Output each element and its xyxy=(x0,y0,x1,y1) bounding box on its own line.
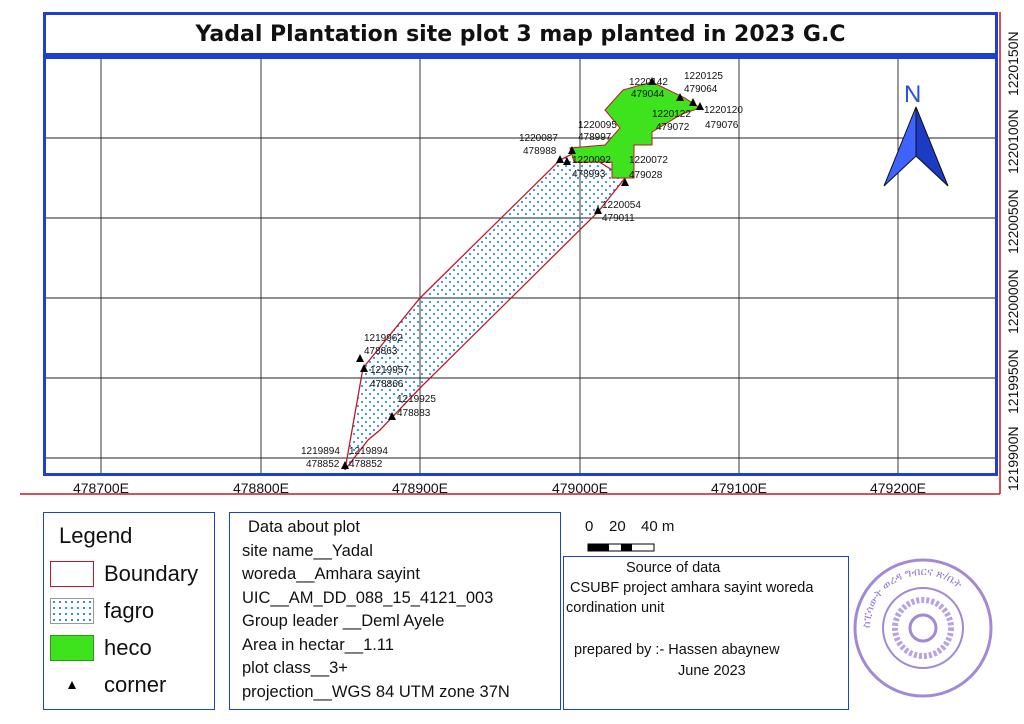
corner-label-n: 1220072 xyxy=(629,155,668,166)
plot-info-line: Data about plot xyxy=(248,518,360,536)
corner-label-n: 1220092 xyxy=(572,155,611,166)
x-tick-label: 479200E xyxy=(870,480,926,496)
corner-label-n: 1219925 xyxy=(397,394,436,405)
north-arrow-icon: N xyxy=(883,81,949,187)
scale-label: 20 xyxy=(609,518,626,535)
plot-info-line: site name__Yadal xyxy=(242,541,373,560)
corner-label-e: 478988 xyxy=(523,146,557,157)
corner-marker xyxy=(568,146,576,154)
prepared-date: June 2023 xyxy=(678,663,746,679)
legend-title: Legend xyxy=(59,523,133,548)
map-title: Yadal Plantation site plot 3 map planted… xyxy=(195,21,846,47)
corner-marker xyxy=(648,77,656,85)
legend: Legend Boundary fagro heco corner xyxy=(43,512,215,710)
corner-label-e: 479064 xyxy=(684,84,718,95)
corner-label-n: 1220142 xyxy=(629,77,668,88)
corner-label-n: 1220054 xyxy=(602,200,641,211)
corner-label-e: 478993 xyxy=(572,169,606,180)
plot-info-line: projection__WGS 84 UTM zone 37N xyxy=(242,682,510,701)
corner-marker xyxy=(388,412,396,420)
corner-marker xyxy=(696,102,704,110)
corner-label-e: 478852 xyxy=(349,459,383,470)
corner-markers xyxy=(341,77,704,469)
corner-swatch xyxy=(50,672,94,698)
corner-label-e: 479072 xyxy=(656,122,690,133)
corner-label-n: 1219894 xyxy=(301,446,340,457)
corner-label-e: 478997 xyxy=(578,132,612,143)
legend-label: Boundary xyxy=(104,561,199,586)
triangle-icon xyxy=(68,681,76,689)
corner-marker xyxy=(594,206,602,214)
corner-label-e: 478883 xyxy=(397,408,431,419)
corner-marker xyxy=(621,178,629,186)
legend-item-fagro: fagro xyxy=(50,597,154,625)
corner-label-n: 1220087 xyxy=(519,133,558,144)
map-frame xyxy=(43,56,998,476)
map-title-box: Yadal Plantation site plot 3 map planted… xyxy=(43,12,998,56)
legend-item-boundary: Boundary xyxy=(50,560,198,588)
source-heading: Source of data xyxy=(626,560,721,576)
fagro-swatch xyxy=(50,598,94,624)
legend-item-corner: corner xyxy=(50,671,166,699)
y-tick-label: 1219900N xyxy=(1005,426,1021,491)
stamp: ስፒሳውት ወረዳ ግብርና ጽ/ቤት xyxy=(853,558,993,698)
north-label: N xyxy=(904,81,921,108)
plot-info-line: woreda__Amhara sayint xyxy=(242,565,420,583)
x-tick-label: 478800E xyxy=(233,480,289,496)
heco-area xyxy=(569,81,702,179)
plot-info-line: UIC__AM_DD_088_15_4121_003 xyxy=(242,588,494,607)
source-line: CSUBF project amhara sayint woreda xyxy=(570,580,814,596)
corner-label-n: 1220125 xyxy=(684,71,723,82)
corner-marker xyxy=(689,98,697,106)
y-tick-label: 1220150N xyxy=(1005,31,1021,96)
source-line: cordination unit xyxy=(566,600,665,616)
map-grid xyxy=(46,59,995,473)
corner-label-n: 1220095 xyxy=(578,120,617,131)
source-box: Source of data CSUBF project amhara sayi… xyxy=(563,556,849,710)
x-tick-label: 479100E xyxy=(711,480,767,496)
corner-label-n: 1219962 xyxy=(364,333,403,344)
y-tick-label: 1219950N xyxy=(1005,349,1021,414)
corner-label-n: 1219957 xyxy=(370,365,409,376)
corner-marker xyxy=(360,364,368,372)
legend-label: fagro xyxy=(104,598,155,623)
corner-label-n: 1219894 xyxy=(349,446,388,457)
scale-bar: 0 20 40 m xyxy=(585,518,674,552)
legend-label: corner xyxy=(104,672,167,697)
corner-marker xyxy=(563,157,571,165)
y-tick-label: 1220050N xyxy=(1005,189,1021,254)
x-tick-label: 479000E xyxy=(552,480,608,496)
corner-marker xyxy=(341,461,349,469)
corner-label-e: 479011 xyxy=(602,213,635,224)
corner-label-n: 1220122 xyxy=(652,109,691,120)
corner-marker xyxy=(676,93,684,101)
corner-label-e: 479076 xyxy=(705,120,739,131)
scale-label: 40 m xyxy=(641,518,674,535)
boundary-swatch xyxy=(50,561,94,587)
corner-label-e: 479028 xyxy=(629,170,663,181)
plot-info-box: Data about plot site name__Yadal woreda_… xyxy=(229,512,561,710)
corner-label-e: 478866 xyxy=(370,379,404,390)
plot-info-line: plot class__3+ xyxy=(242,659,348,677)
legend-item-heco: heco xyxy=(50,634,152,662)
x-tick-label: 478900E xyxy=(392,480,448,496)
map-canvas: 1220142 479044 1220125 479064 1220120 47… xyxy=(20,12,1021,496)
y-tick-label: 1220000N xyxy=(1005,269,1021,334)
corner-marker xyxy=(356,354,364,362)
y-tick-label: 1220100N xyxy=(1005,109,1021,174)
corner-label-e: 478852 xyxy=(306,459,340,470)
scale-label: 0 xyxy=(585,518,593,535)
prepared-by: prepared by :- Hassen abaynew xyxy=(574,642,780,658)
heco-swatch xyxy=(50,635,94,661)
corner-label-e: 479044 xyxy=(631,89,665,100)
x-tick-label: 478700E xyxy=(73,480,129,496)
legend-label: heco xyxy=(104,635,152,660)
corner-marker xyxy=(556,155,564,163)
corner-label-n: 1220120 xyxy=(704,105,743,116)
plot-info-line: Area in hectar__1.11 xyxy=(242,635,394,654)
plot-info-line: Group leader __Deml Ayele xyxy=(242,612,445,630)
corner-label-e: 478863 xyxy=(364,346,398,357)
